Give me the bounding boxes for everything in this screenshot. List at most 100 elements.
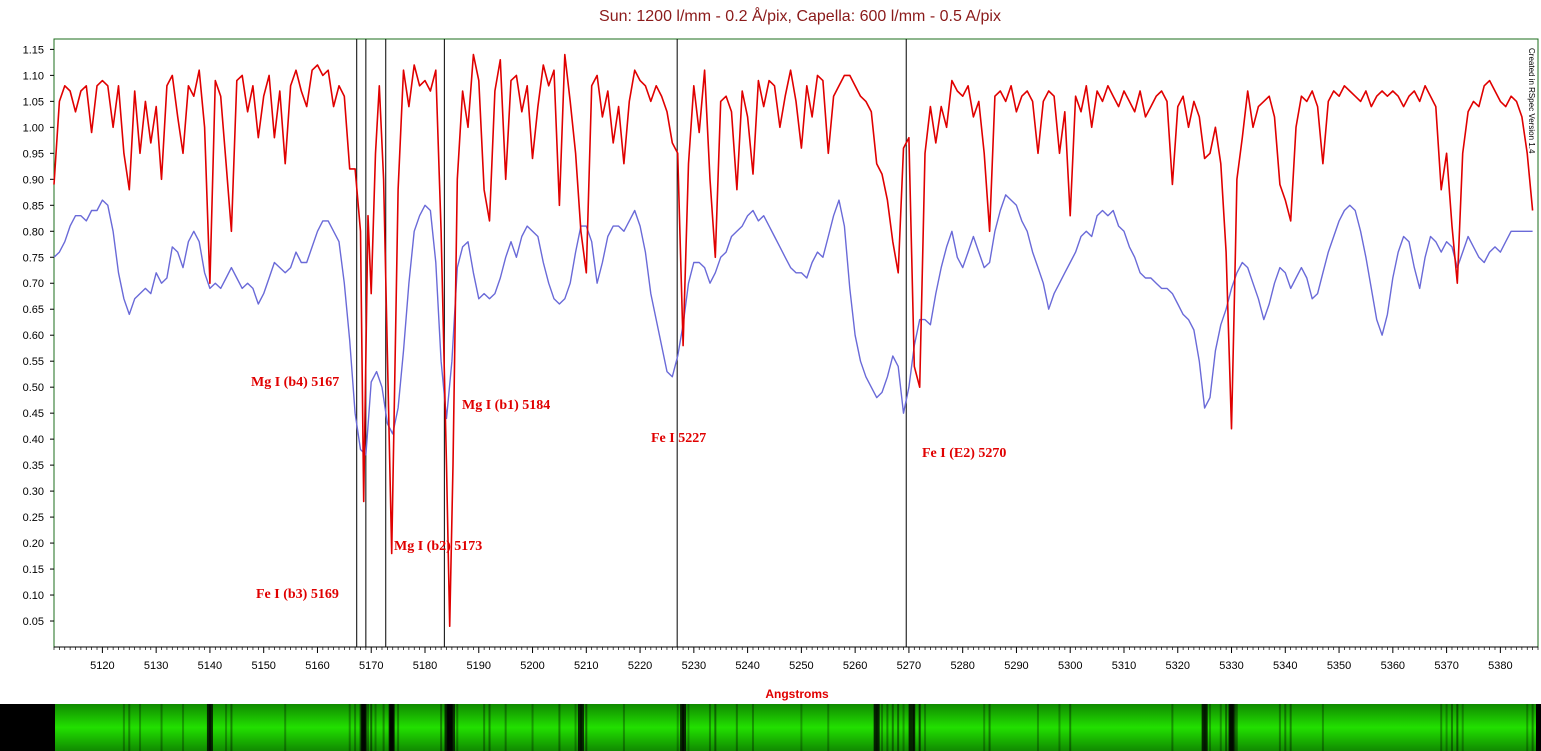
- strip-line: [886, 704, 889, 751]
- strip-line: [382, 704, 385, 751]
- y-tick-label: 0.70: [23, 278, 44, 290]
- y-tick-label: 0.40: [23, 434, 44, 446]
- x-tick-label: 5210: [574, 660, 598, 672]
- y-tick-label: 1.15: [23, 44, 44, 56]
- chart-title: Sun: 1200 l/mm - 0.2 Å/pix, Capella: 600…: [599, 6, 1001, 25]
- line-annotation: Fe I (E2) 5270: [922, 446, 1006, 461]
- strip-line: [1235, 704, 1238, 751]
- y-tick-label: 0.25: [23, 512, 44, 524]
- x-tick-label: 5200: [520, 660, 544, 672]
- x-tick-label: 5380: [1488, 660, 1512, 672]
- x-tick-label: 5370: [1434, 660, 1458, 672]
- y-tick-label: 0.30: [23, 486, 44, 498]
- strip-line: [1209, 704, 1212, 751]
- strip-line: [440, 704, 443, 751]
- strip-line: [881, 704, 884, 751]
- strip-line: [676, 704, 679, 751]
- strip-line: [687, 704, 690, 751]
- x-tick-label: 5140: [198, 660, 222, 672]
- strip-line: [1225, 704, 1228, 751]
- y-tick-label: 0.95: [23, 148, 44, 160]
- strip-line: [284, 704, 287, 751]
- strip-left-edge: [0, 704, 55, 751]
- marker-lines: [356, 39, 907, 647]
- annotation-layer: Mg I (b4) 5167 Fe I (b3) 5169 Mg I (b2) 51…: [251, 375, 1006, 602]
- strip-line: [531, 704, 534, 751]
- strip-line: [444, 704, 449, 751]
- strip-dark-line: [680, 704, 687, 751]
- strip-line: [1234, 704, 1237, 751]
- strip-line: [1036, 704, 1039, 751]
- strip-line: [585, 704, 588, 751]
- x-tick-label: 5180: [413, 660, 437, 672]
- strip-line: [1058, 704, 1061, 751]
- strip-line: [160, 704, 163, 751]
- x-tick-label: 5190: [467, 660, 491, 672]
- strip-dark-line: [360, 704, 367, 751]
- strip-line: [708, 704, 711, 751]
- line-annotation: Mg I (b1) 5184: [462, 398, 550, 413]
- strip-line: [1440, 704, 1443, 751]
- y-tick-label: 0.90: [23, 174, 44, 186]
- line-annotation: Mg I (b4) 5167: [251, 375, 339, 390]
- y-tick-label: 0.75: [23, 252, 44, 264]
- strip-line: [122, 704, 125, 751]
- x-tick-label: 5260: [843, 660, 867, 672]
- strip-line: [714, 704, 717, 751]
- strip-line: [800, 704, 803, 751]
- strip-line: [735, 704, 738, 751]
- strip-line: [1461, 704, 1464, 751]
- x-tick-label: 5220: [628, 660, 652, 672]
- strip-line: [558, 704, 561, 751]
- series-line-capella: [53, 194, 1533, 456]
- strip-line: [574, 704, 577, 751]
- strip-line: [139, 704, 142, 751]
- strip-line: [504, 704, 507, 751]
- strip-line: [751, 704, 754, 751]
- strip-line: [182, 704, 185, 751]
- strip-line: [827, 704, 830, 751]
- strip-dark-line: [1201, 704, 1208, 751]
- strip-line: [1069, 704, 1072, 751]
- strip-line: [902, 704, 905, 751]
- strip-line: [367, 704, 370, 751]
- strip-line: [988, 704, 991, 751]
- strip-line: [1450, 704, 1453, 751]
- y-tick-label: 0.65: [23, 304, 44, 316]
- x-tick-label: 5350: [1327, 660, 1351, 672]
- y-tick-label: 0.20: [23, 538, 44, 550]
- strip-line: [374, 704, 377, 751]
- x-tick-label: 5130: [144, 660, 168, 672]
- strip-dark-line: [446, 704, 453, 751]
- y-tick-label: 0.80: [23, 226, 44, 238]
- x-axis-label: Angstroms: [765, 687, 829, 701]
- strip-line: [622, 704, 625, 751]
- strip-line: [53, 704, 55, 751]
- series-line-sun: [53, 53, 1534, 627]
- strip-line: [1171, 704, 1174, 751]
- strip-absorption-lines: [53, 704, 1534, 751]
- strip-right-edge: [1536, 704, 1541, 751]
- x-tick-label: 5270: [897, 660, 921, 672]
- y-tick-label: 0.45: [23, 408, 44, 420]
- x-tick-label: 5340: [1273, 660, 1297, 672]
- x-axis: 5120 5130 5140 5150 5160 5170 5180 5190 5200 5210…: [53, 646, 1539, 672]
- y-tick-label: 0.85: [23, 200, 44, 212]
- y-axis: 0.05 0.10 0.15 0.20 0.25 0.30 0.35 0.40 0.45 0.50…: [23, 44, 54, 628]
- strip-line: [370, 704, 373, 751]
- strip-dark-line: [577, 704, 584, 751]
- x-tick-label: 5330: [1219, 660, 1243, 672]
- y-tick-label: 1.10: [23, 70, 44, 82]
- strip-line: [983, 704, 986, 751]
- y-tick-label: 0.60: [23, 330, 44, 342]
- y-tick-label: 0.15: [23, 564, 44, 576]
- y-tick-label: 0.10: [23, 590, 44, 602]
- x-tick-label: 5280: [950, 660, 974, 672]
- strip-line: [354, 704, 357, 751]
- strip-line: [128, 704, 131, 751]
- x-tick-label: 5290: [1004, 660, 1028, 672]
- line-annotation: Fe I (b3) 5169: [256, 587, 339, 602]
- x-tick-label: 5230: [682, 660, 706, 672]
- strip-line: [230, 704, 233, 751]
